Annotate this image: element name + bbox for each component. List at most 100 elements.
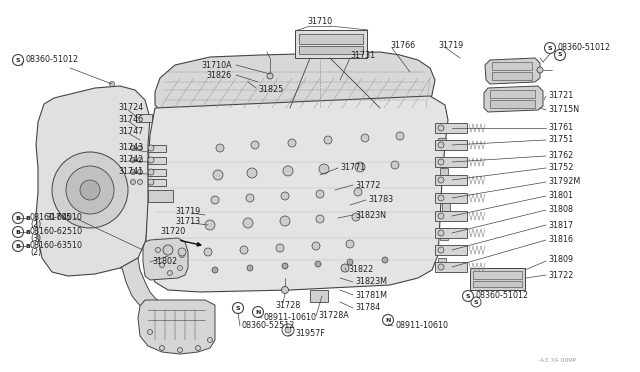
Text: 31724: 31724: [118, 103, 143, 112]
Text: 08911-10610: 08911-10610: [395, 321, 448, 330]
Circle shape: [282, 286, 289, 294]
Text: 31719: 31719: [438, 41, 463, 49]
Circle shape: [138, 145, 143, 151]
Bar: [299, 34, 363, 44]
Circle shape: [316, 215, 324, 223]
Bar: [435, 245, 467, 255]
Circle shape: [159, 346, 164, 350]
Circle shape: [438, 230, 444, 236]
Circle shape: [285, 327, 291, 333]
Text: 08160-62510: 08160-62510: [30, 228, 83, 237]
Circle shape: [463, 291, 474, 301]
Text: 31719: 31719: [175, 208, 200, 217]
Circle shape: [195, 346, 200, 350]
Circle shape: [247, 265, 253, 271]
Text: B: B: [15, 215, 20, 221]
Circle shape: [240, 246, 248, 254]
Text: S: S: [236, 305, 240, 311]
Polygon shape: [143, 238, 188, 280]
Circle shape: [438, 264, 444, 270]
Circle shape: [13, 212, 24, 224]
Circle shape: [316, 190, 324, 198]
Text: 31728: 31728: [275, 301, 300, 310]
Text: 08360-51012: 08360-51012: [476, 292, 529, 301]
Circle shape: [52, 152, 128, 228]
Text: (3): (3): [30, 234, 41, 244]
Bar: [295, 30, 367, 58]
Circle shape: [80, 180, 100, 200]
Circle shape: [341, 264, 349, 272]
Bar: [435, 175, 467, 185]
Circle shape: [471, 297, 481, 307]
Bar: [492, 72, 532, 80]
Text: 31728A: 31728A: [318, 311, 349, 321]
Bar: [435, 193, 467, 203]
Circle shape: [280, 216, 290, 226]
Text: S: S: [557, 52, 563, 58]
Circle shape: [354, 188, 362, 196]
Text: 31808: 31808: [548, 205, 573, 215]
Bar: [442, 200, 450, 212]
Circle shape: [355, 162, 365, 172]
Circle shape: [163, 245, 173, 255]
Text: N: N: [385, 317, 390, 323]
Circle shape: [212, 267, 218, 273]
Circle shape: [138, 180, 143, 185]
Circle shape: [159, 263, 164, 267]
Bar: [435, 228, 467, 238]
Text: 31742: 31742: [118, 155, 143, 164]
Circle shape: [438, 213, 444, 219]
Circle shape: [168, 270, 173, 276]
Circle shape: [545, 42, 556, 54]
Circle shape: [438, 195, 444, 201]
Circle shape: [232, 302, 243, 314]
Circle shape: [148, 169, 154, 175]
Circle shape: [148, 179, 154, 185]
Circle shape: [438, 247, 444, 253]
Polygon shape: [36, 86, 150, 276]
Text: 08360-51012: 08360-51012: [26, 55, 79, 64]
Circle shape: [281, 192, 289, 200]
Text: 31762: 31762: [548, 151, 573, 160]
Bar: [299, 46, 363, 54]
Text: 31710: 31710: [307, 17, 333, 26]
Circle shape: [267, 73, 273, 79]
Text: 31741: 31741: [118, 167, 143, 176]
Circle shape: [211, 196, 219, 204]
Circle shape: [109, 81, 115, 87]
Bar: [435, 262, 467, 272]
Circle shape: [131, 170, 136, 174]
Circle shape: [438, 159, 444, 165]
Bar: [148, 169, 166, 176]
Text: (2): (2): [30, 248, 41, 257]
Circle shape: [13, 227, 24, 237]
Text: 31721: 31721: [548, 92, 573, 100]
Circle shape: [315, 261, 321, 267]
Text: 31752: 31752: [548, 164, 573, 173]
Text: 31826: 31826: [207, 71, 232, 80]
Text: 31731: 31731: [350, 51, 375, 60]
Text: 31801: 31801: [548, 192, 573, 201]
Circle shape: [66, 166, 114, 214]
Text: (2): (2): [30, 221, 41, 230]
Text: 31957F: 31957F: [295, 330, 325, 339]
Circle shape: [253, 307, 264, 317]
Circle shape: [361, 134, 369, 142]
Polygon shape: [120, 258, 200, 322]
Text: 31715N: 31715N: [548, 106, 579, 115]
Circle shape: [382, 257, 388, 263]
Text: 31722: 31722: [548, 270, 573, 279]
Bar: [435, 123, 467, 133]
Circle shape: [156, 247, 161, 253]
Circle shape: [243, 218, 253, 228]
Circle shape: [216, 144, 224, 152]
Bar: [435, 140, 467, 150]
Circle shape: [177, 347, 182, 353]
Circle shape: [288, 139, 296, 147]
Circle shape: [246, 194, 254, 202]
Circle shape: [178, 248, 186, 256]
Circle shape: [383, 314, 394, 326]
Text: 08360-52512: 08360-52512: [242, 321, 296, 330]
Text: 31823N: 31823N: [355, 211, 386, 219]
Text: 31761: 31761: [548, 124, 573, 132]
